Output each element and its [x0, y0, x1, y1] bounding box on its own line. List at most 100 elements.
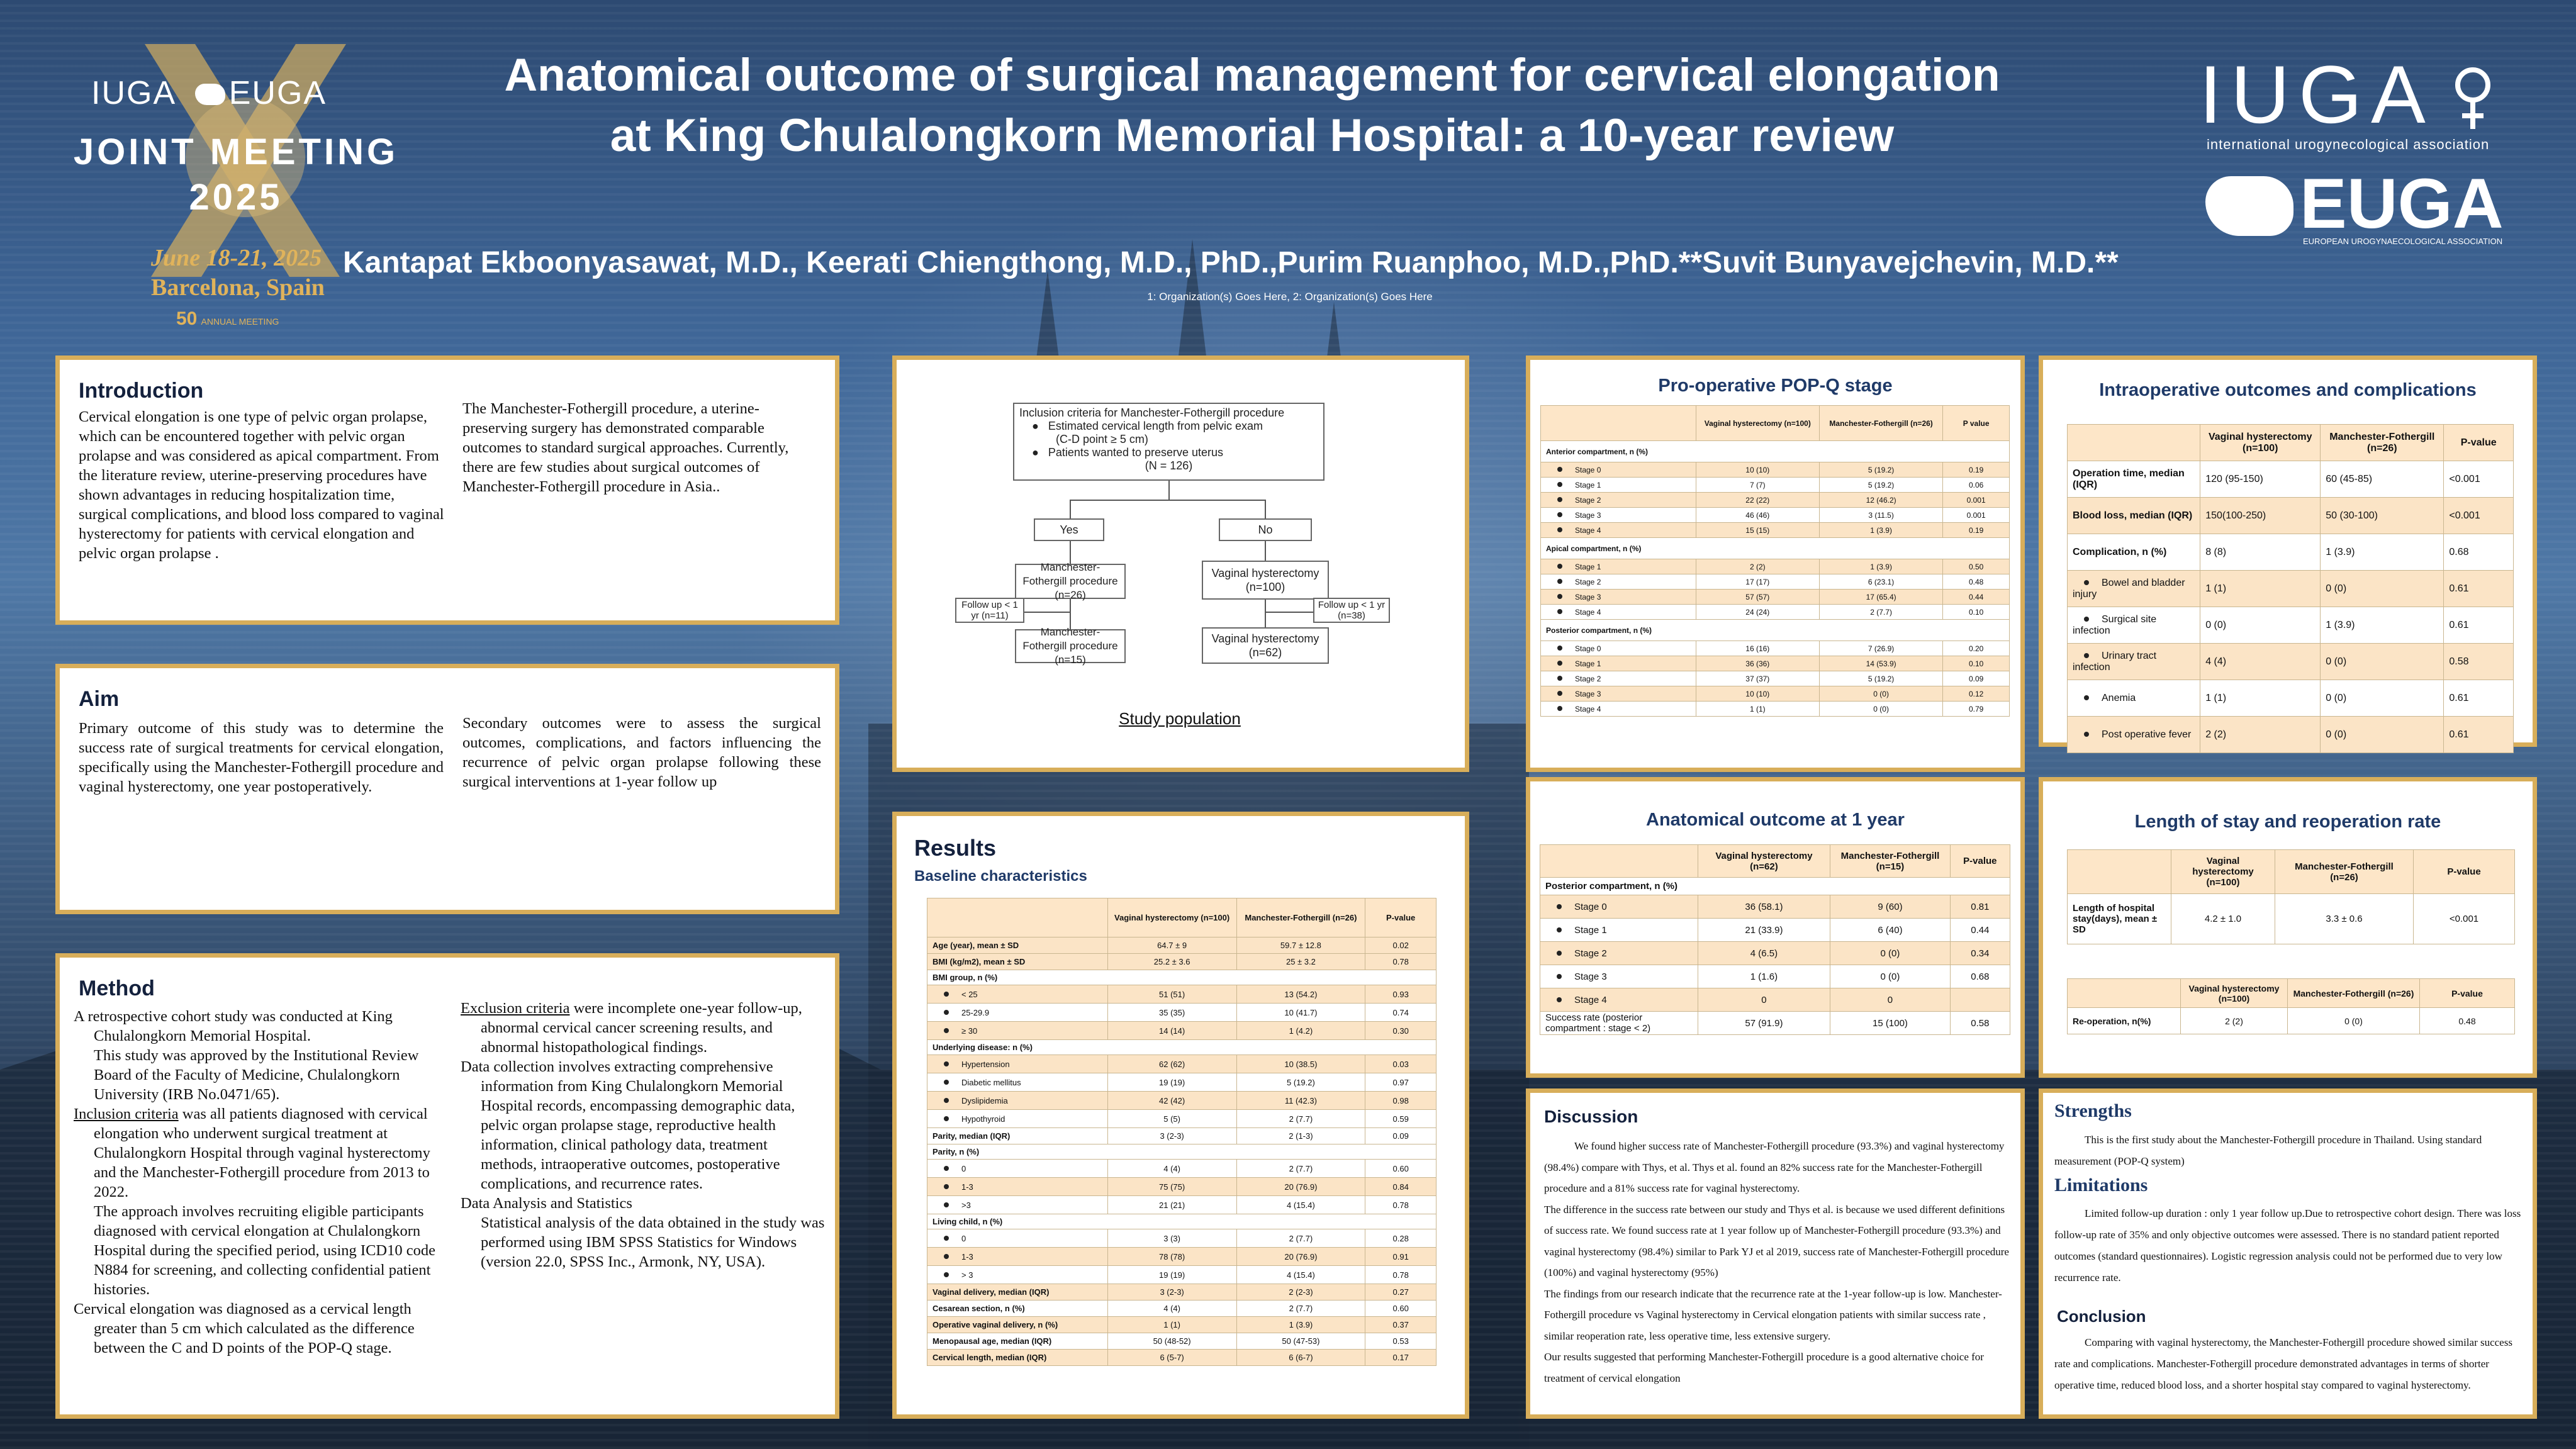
- popq-header-cell: Vaginal hysterectomy (n=100): [1695, 405, 1820, 441]
- yes-box: Yes: [1034, 518, 1104, 541]
- popq-section-label: Posterior compartment, n (%): [1540, 619, 2010, 641]
- intraop-row: Operation time, median (IQR) 120 (95-150)…: [2066, 461, 2514, 498]
- intraop-heading: Intraoperative outcomes and complication…: [2099, 380, 2477, 400]
- mf-procedure-box: Manchester-Fothergill procedure (n=26): [1015, 561, 1126, 601]
- event-joint-meeting: JOINT MEETING: [73, 131, 399, 172]
- results-value-cell: 14 (14): [1107, 1021, 1237, 1040]
- intraop-row-label: Operation time, median (IQR): [2066, 461, 2201, 498]
- results-row-label: >3: [927, 1195, 1108, 1214]
- bullet-icon: [1557, 950, 1562, 956]
- event-logo: IUGA EUGA JOINT MEETING 2025 June 18-21,…: [57, 25, 409, 333]
- title-line-2: at King Chulalongkorn Memorial Hospital:…: [610, 110, 1895, 161]
- results-value-cell: 4 (15.4): [1236, 1195, 1366, 1214]
- reop-value-cell: 2 (2): [2180, 1007, 2288, 1034]
- popq-row: Stage 1 2 (2) 1 (3.9) 0.50: [1540, 559, 2010, 574]
- inclusion-total: (N = 126): [1145, 459, 1193, 472]
- popq-row: Stage 1 36 (36) 14 (53.9) 0.10: [1540, 656, 2010, 671]
- intraop-row: Complication, n (%) 8 (8) 1 (3.9) 0.68: [2066, 534, 2514, 571]
- anat-value-cell: 4 (6.5): [1697, 941, 1831, 965]
- results-section-label: Living child, n (%): [927, 1214, 1436, 1229]
- results-header-cell: P-value: [1365, 898, 1436, 937]
- popq-value-cell: 16 (16): [1695, 641, 1820, 656]
- results-row: Underlying disease: n (%): [927, 1039, 1436, 1055]
- inclusion-criteria-box: Inclusion criteria for Manchester-Fother…: [1013, 403, 1324, 481]
- method-text-8: Data Analysis and Statistics: [461, 1195, 632, 1212]
- anatomical-outcome-panel: Anatomical outcome at 1 year Vaginal hys…: [1526, 777, 2025, 1078]
- results-value-cell: 2 (2-3): [1236, 1284, 1366, 1301]
- results-row-label: BMI (kg/m2), mean ± SD: [927, 953, 1108, 970]
- los-header-cell: Manchester-Fothergill (n=26): [2275, 849, 2414, 894]
- popq-row-label: Stage 3: [1540, 589, 1696, 605]
- anat-row-label: Stage 3: [1540, 965, 1698, 988]
- anat-header-cell: [1540, 844, 1698, 878]
- intraop-table: Vaginal hysterectomy (n=100) Manchester-F…: [2066, 424, 2514, 753]
- results-value-cell: 2 (7.7): [1236, 1300, 1366, 1317]
- popq-value-cell: 2 (2): [1695, 559, 1820, 574]
- results-row: >3 21 (21) 4 (15.4) 0.78: [927, 1195, 1436, 1214]
- intraop-row-label-text: Post operative fever: [2102, 729, 2192, 740]
- flow-line: [1070, 500, 1265, 501]
- results-row: Diabetic mellitus 19 (19) 5 (19.2) 0.97: [927, 1073, 1436, 1092]
- strengths-panel: Strengths This is the first study about …: [2039, 1088, 2537, 1419]
- female-symbol-icon: [2455, 67, 2490, 129]
- event-anniversary-text: ANNUAL MEETING: [201, 316, 279, 327]
- event-dates: June 18-21, 2025: [151, 245, 322, 271]
- event-year: 2025: [189, 177, 283, 218]
- results-value-cell: 78 (78): [1107, 1247, 1237, 1266]
- popq-row: Stage 4 15 (15) 1 (3.9) 0.19: [1540, 522, 2010, 538]
- anat-row-label: Success rate (posterior compartment : st…: [1540, 1011, 1698, 1035]
- bullet-icon: [1557, 660, 1562, 666]
- popq-value-cell: 10 (10): [1695, 462, 1820, 478]
- popq-row-label-text: Stage 3: [1575, 592, 1601, 601]
- popq-row: Stage 0 10 (10) 5 (19.2) 0.19: [1540, 462, 2010, 478]
- results-row-label: 25-29.9: [927, 1003, 1108, 1022]
- bullet-icon: [1557, 927, 1562, 932]
- aim-panel: Aim Primary outcome of this study was to…: [55, 664, 839, 914]
- intraop-value-cell: <0.001: [2443, 461, 2514, 498]
- intraop-value-cell: 1 (1): [2200, 680, 2321, 717]
- popq-value-cell: 7 (7): [1695, 477, 1820, 493]
- popq-table: Vaginal hysterectomy (n=100) Manchester-F…: [1540, 405, 2010, 717]
- results-row-label: > 3: [927, 1265, 1108, 1284]
- intraop-value-cell: 2 (2): [2200, 716, 2321, 753]
- length-of-stay-heading: Length of stay and reoperation rate: [2134, 812, 2441, 832]
- bullet-icon: [1557, 608, 1562, 614]
- results-value-cell: 3 (2-3): [1107, 1127, 1237, 1144]
- popq-value-cell: 0.19: [1942, 462, 2010, 478]
- flow-line: [1266, 612, 1316, 613]
- results-row: Hypothyroid 5 (5) 2 (7.7) 0.59: [927, 1109, 1436, 1128]
- method-text-4: The approach involves recruiting eligibl…: [94, 1203, 435, 1298]
- results-value-cell: 0.93: [1365, 985, 1436, 1004]
- intraop-value-cell: 50 (30-100): [2320, 497, 2444, 534]
- results-row-label-text: Diabetic mellitus: [961, 1077, 1021, 1087]
- popq-row-label: Stage 4: [1540, 604, 1696, 620]
- results-row-label: Menopausal age, median (IQR): [927, 1333, 1108, 1350]
- intraop-row-label-text: Anemia: [2102, 692, 2136, 703]
- iuga-logo-subtitle: international urogynecological associati…: [2207, 137, 2490, 152]
- results-row: 1-3 75 (75) 20 (76.9) 0.84: [927, 1177, 1436, 1196]
- popq-value-cell: 6 (23.1): [1818, 574, 1944, 590]
- popq-row-label: Stage 1: [1540, 559, 1696, 574]
- anatomical-outcome-table: Vaginal hysterectomy (n=62) Manchester-Fo…: [1540, 844, 2011, 1035]
- anat-row-label: Stage 4: [1540, 988, 1698, 1012]
- flow-line: [1265, 541, 1266, 564]
- conclusion-heading: Conclusion: [2057, 1307, 2146, 1326]
- results-row: Cesarean section, n (%) 4 (4) 2 (7.7) 0.60: [927, 1300, 1436, 1317]
- popq-row-label-text: Stage 3: [1575, 510, 1601, 520]
- anat-section-label: Posterior compartment, n (%): [1540, 877, 2010, 895]
- bullet-icon: [1557, 645, 1562, 651]
- anat-row: Stage 1 21 (33.9) 6 (40) 0.44: [1540, 918, 2011, 942]
- bullet-icon: [1557, 690, 1562, 696]
- discussion-para-3: The findings from our research indicate …: [1544, 1287, 2002, 1342]
- popq-row: Apical compartment, n (%): [1540, 537, 2010, 559]
- aim-heading: Aim: [79, 687, 120, 711]
- results-heading: Results: [914, 835, 997, 861]
- anat-row-label: Stage 0: [1540, 895, 1698, 919]
- intraop-row-label-text: Bowel and bladder injury: [2073, 577, 2185, 600]
- bullet-icon: [2084, 616, 2089, 622]
- discussion-para-2: The difference in the success rate betwe…: [1544, 1203, 2009, 1279]
- results-row: Age (year), mean ± SD 64.7 ± 9 59.7 ± 12.8…: [927, 937, 1436, 954]
- bullet-icon: [1557, 973, 1562, 979]
- popq-value-cell: 22 (22): [1695, 492, 1820, 508]
- results-value-cell: 0.30: [1365, 1021, 1436, 1040]
